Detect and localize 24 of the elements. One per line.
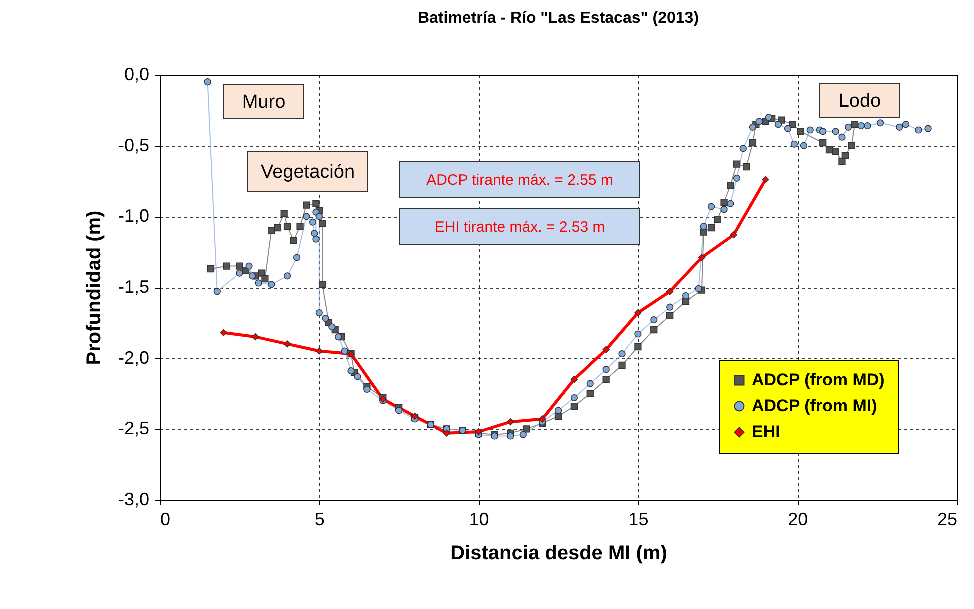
x-tick-label: 25	[937, 510, 958, 530]
x-tick-label: 5	[314, 510, 325, 530]
legend-label: ADCP (from MI)	[752, 396, 878, 416]
y-tick-label: -1,0	[118, 206, 150, 226]
annotation: Lodo	[838, 91, 882, 112]
chart-title: Batimetría - Río "Las Estacas" (2013)	[418, 10, 700, 27]
y-axis-title: Profundidad (m)	[83, 210, 106, 366]
y-tick-label: -3,0	[118, 490, 150, 510]
y-tick-label: -0,5	[118, 135, 150, 156]
x-axis-title: Distancia desde MI (m)	[450, 542, 668, 564]
legend-label: EHI	[752, 422, 780, 442]
annotation: Vegetación	[260, 162, 356, 183]
x-tick-label: 20	[788, 510, 808, 530]
x-tick-label: 15	[628, 510, 649, 530]
x-tick-label: 10	[469, 510, 490, 530]
annotation: Muro	[242, 92, 286, 113]
y-tick-label: 0,0	[124, 64, 150, 84]
y-tick-label: -1,5	[118, 277, 150, 297]
y-tick-label: -2,0	[118, 348, 150, 368]
annotation: EHI tirante máx. = 2.53 m	[434, 219, 606, 236]
legend-label: ADCP (from MD)	[752, 370, 885, 390]
x-tick-label: 0	[160, 510, 171, 530]
annotation: ADCP tirante máx. = 2.55 m	[426, 172, 614, 189]
y-tick-label: -2,5	[118, 418, 150, 439]
